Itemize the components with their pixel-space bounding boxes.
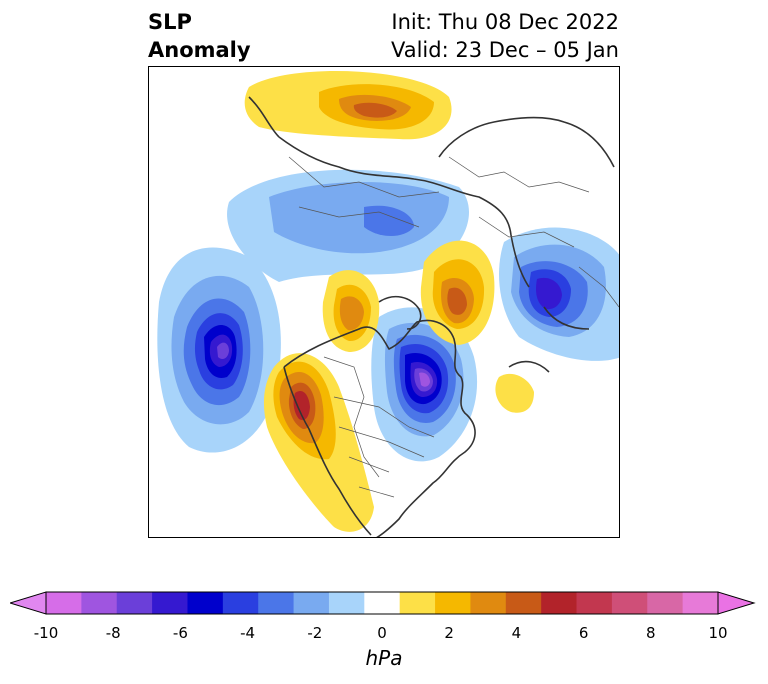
colorbar-tick-label: 10 <box>708 624 728 642</box>
colorbar-cell <box>116 592 153 614</box>
colorbar-cell <box>576 592 613 614</box>
negative-anomaly-siberia <box>227 169 469 282</box>
colorbar-tick-label: -8 <box>105 624 121 642</box>
colorbar-tick-label: 4 <box>511 624 522 642</box>
colorbar-unit-label: hPa <box>365 646 403 670</box>
colorbar-cell <box>435 592 471 614</box>
positive-anomaly-atlantic <box>495 373 534 413</box>
title-line-2: Anomaly <box>148 38 251 62</box>
colorbar-cell <box>470 592 507 614</box>
colorbar-cell <box>328 592 365 614</box>
colorbar-over-extension <box>717 591 756 615</box>
colorbar-cell <box>541 592 578 614</box>
colorbar-tick-label: 0 <box>377 624 387 642</box>
colorbar-tick-label: -10 <box>33 624 59 642</box>
negative-anomaly-east-asia <box>499 227 619 361</box>
map-title: SLP Anomaly <box>148 8 251 64</box>
country-borders <box>288 156 619 498</box>
negative-anomaly-pacific <box>157 247 281 453</box>
valid-date: Valid: 23 Dec – 05 Jan <box>390 38 619 62</box>
colorbar-tick-label: -4 <box>240 624 256 642</box>
colorbar-tick-label: 6 <box>578 624 589 642</box>
colorbar-cell <box>611 592 648 614</box>
init-date: Init: Thu 08 Dec 2022 <box>391 10 619 34</box>
colorbar-cell <box>258 592 295 614</box>
colorbar-cell <box>187 592 224 614</box>
colorbar-cell <box>222 592 259 614</box>
colorbar-tick-label: -2 <box>307 624 323 642</box>
colorbar-tick-label: 8 <box>646 624 656 642</box>
map-canvas <box>157 70 619 537</box>
positive-anomaly-europe <box>244 70 452 140</box>
colorbar-cell <box>293 592 330 614</box>
negative-anomaly-canada <box>371 307 478 462</box>
title-line-1: SLP <box>148 10 192 34</box>
colorbar-cell <box>682 592 719 614</box>
colorbar-cell <box>505 592 542 614</box>
colorbar-cell <box>152 592 188 614</box>
positive-anomaly-east-siberia <box>420 240 495 345</box>
anomaly-map <box>148 66 620 538</box>
colorbar-cell <box>647 592 684 614</box>
forecast-dates: Init: Thu 08 Dec 2022 Valid: 23 Dec – 05… <box>391 8 619 64</box>
colorbar-cell <box>46 592 82 614</box>
colorbar-cell <box>364 592 401 614</box>
colorbar <box>10 591 756 615</box>
coastlines <box>248 96 615 537</box>
positive-anomaly-alaska <box>322 270 380 352</box>
colorbar-tick-label: 2 <box>444 624 454 642</box>
colorbar-tick-label: -6 <box>172 624 188 642</box>
colorbar-cell <box>399 592 436 614</box>
colorbar-under-extension <box>10 591 47 615</box>
colorbar-cell <box>81 592 118 614</box>
positive-anomaly-west-na <box>263 353 374 532</box>
